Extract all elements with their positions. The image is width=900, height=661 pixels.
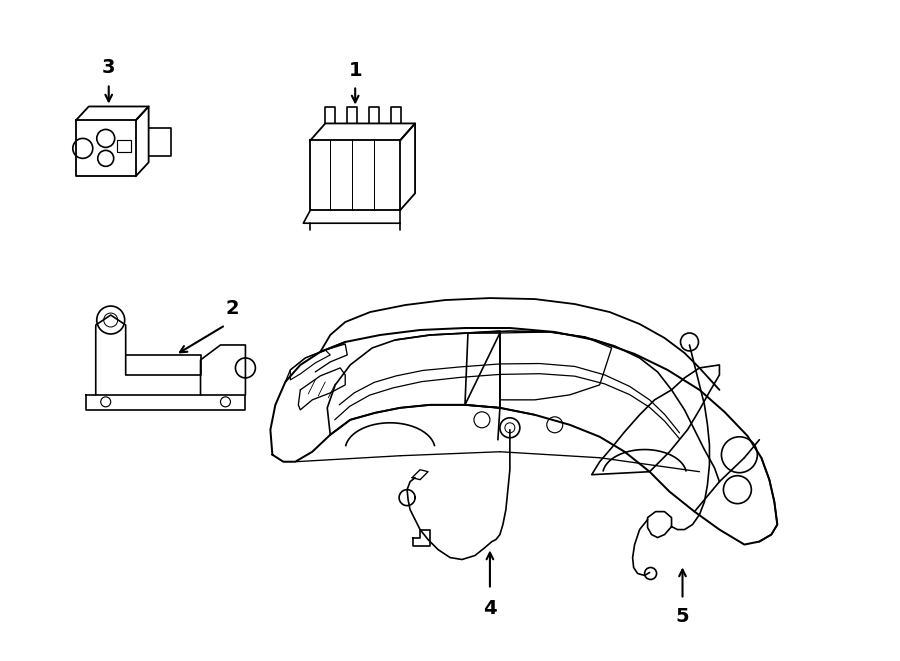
Text: 3: 3 [102,58,115,77]
Bar [117,140,130,153]
Text: 4: 4 [483,600,497,619]
Text: 5: 5 [676,607,689,627]
Text: 2: 2 [226,299,239,318]
Text: 1: 1 [348,61,362,79]
